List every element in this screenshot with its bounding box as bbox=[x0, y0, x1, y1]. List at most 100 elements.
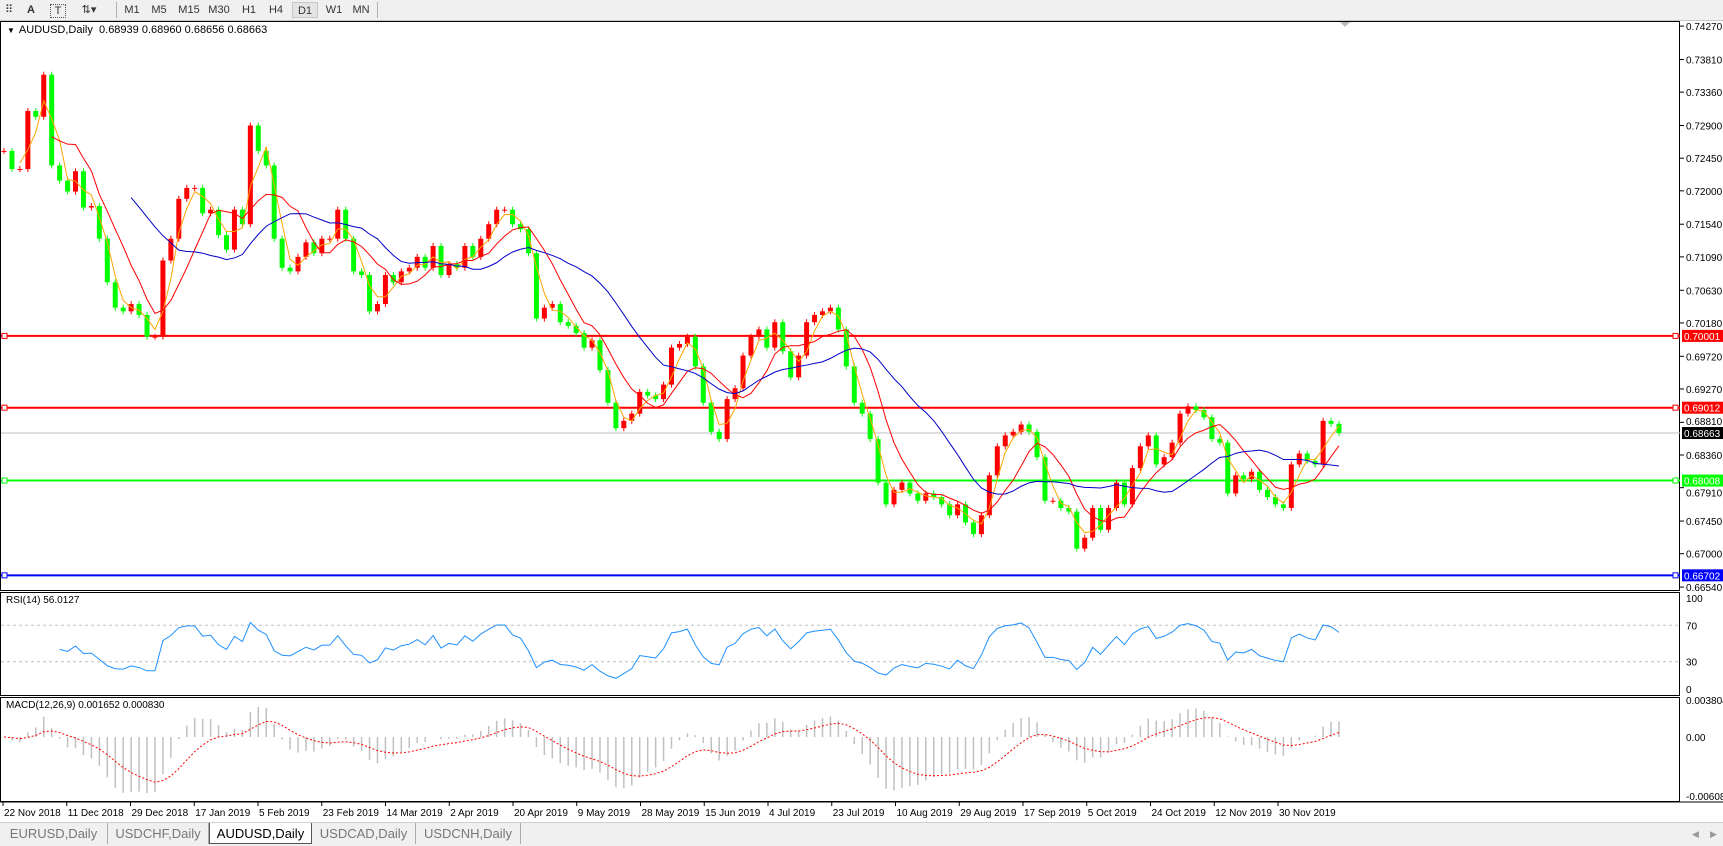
rsi-axis-label: 0 bbox=[1686, 685, 1692, 696]
candle bbox=[740, 355, 746, 389]
timeframe-m5-button[interactable]: M5 bbox=[151, 4, 167, 16]
candle bbox=[1328, 420, 1334, 424]
candle bbox=[486, 224, 492, 239]
chart-shift-marker-icon[interactable] bbox=[1340, 22, 1350, 27]
level-price-label: 0.68008 bbox=[1684, 477, 1721, 488]
level-handle-left bbox=[1, 332, 8, 339]
level-price-label-box bbox=[1682, 569, 1723, 582]
tab-usdcnh[interactable]: USDCNH,Daily bbox=[416, 823, 521, 844]
candle bbox=[1241, 475, 1247, 479]
candle bbox=[239, 209, 245, 225]
candle bbox=[915, 493, 921, 501]
price-axis-label: 0.72450 bbox=[1686, 154, 1723, 165]
candle bbox=[661, 384, 667, 400]
timeframe-m15-button[interactable]: M15 bbox=[178, 4, 200, 16]
candle bbox=[136, 304, 142, 315]
candle bbox=[1233, 475, 1239, 494]
timeframe-m1-button[interactable]: M1 bbox=[124, 4, 140, 16]
tab-usdchf[interactable]: USDCHF,Daily bbox=[108, 823, 209, 844]
candle bbox=[319, 238, 325, 254]
text-tool-icon[interactable]: A bbox=[27, 4, 35, 16]
date-axis-label: 17 Sep 2019 bbox=[1024, 808, 1081, 819]
scroll-left-icon[interactable]: ◀ bbox=[1692, 829, 1699, 839]
level-price-label-box bbox=[1682, 401, 1723, 414]
tab-audusd[interactable]: AUDUSD,Daily bbox=[209, 823, 312, 844]
candle bbox=[255, 125, 261, 151]
timeframe-h1-button[interactable]: H1 bbox=[241, 4, 257, 16]
date-axis-label: 23 Feb 2019 bbox=[323, 808, 380, 819]
date-axis-label: 28 May 2019 bbox=[642, 808, 700, 819]
candle bbox=[637, 391, 643, 414]
macd-signal-line bbox=[3, 717, 1340, 783]
candle bbox=[303, 242, 309, 257]
price-axis-label: 0.73810 bbox=[1686, 55, 1723, 66]
candle bbox=[819, 311, 825, 315]
candle bbox=[1217, 439, 1223, 443]
price-axis-label: 0.70180 bbox=[1686, 319, 1723, 330]
date-axis-label: 2 Apr 2019 bbox=[450, 808, 499, 819]
toolbar-separator bbox=[377, 2, 378, 18]
candle bbox=[708, 402, 714, 432]
candle bbox=[446, 264, 452, 276]
timeframe-mn-button[interactable]: MN bbox=[352, 4, 370, 16]
candle bbox=[1026, 424, 1032, 432]
candle bbox=[931, 493, 937, 498]
candle bbox=[899, 482, 905, 490]
date-axis-label: 11 Dec 2018 bbox=[68, 808, 124, 819]
level-handle-right bbox=[1672, 404, 1679, 411]
price-axis-label: 0.72000 bbox=[1686, 187, 1723, 198]
timeframe-h4-button[interactable]: H4 bbox=[268, 4, 284, 16]
candle bbox=[112, 282, 118, 308]
candle bbox=[367, 275, 373, 312]
date-axis-label: 5 Feb 2019 bbox=[259, 808, 310, 819]
candle bbox=[311, 242, 317, 254]
candle bbox=[883, 482, 889, 505]
timeframe-m30-button[interactable]: M30 bbox=[208, 4, 230, 16]
candle bbox=[1264, 489, 1270, 498]
candle bbox=[494, 209, 500, 225]
level-price-label-box bbox=[1682, 329, 1723, 342]
candle bbox=[351, 238, 357, 272]
candle bbox=[764, 329, 770, 348]
date-axis-label: 22 Nov 2018 bbox=[4, 808, 61, 819]
tab-usdcad[interactable]: USDCAD,Daily bbox=[312, 823, 416, 844]
period-separator-icon[interactable]: ⠿ bbox=[4, 4, 14, 16]
price-axis-label: 0.68810 bbox=[1686, 417, 1723, 428]
candle bbox=[875, 439, 881, 483]
candle bbox=[565, 322, 571, 326]
chart-canvas[interactable]: 0.74270 0.73810 0.73360 0.72900 0.72450 0.720… bbox=[0, 0, 1723, 822]
candle bbox=[104, 238, 110, 283]
candle bbox=[41, 74, 47, 117]
timeframe-d1-button[interactable]: D1 bbox=[292, 2, 318, 18]
macd-axis-label: 0.00 bbox=[1686, 733, 1706, 744]
candle bbox=[923, 493, 929, 501]
candle bbox=[525, 229, 531, 254]
candle bbox=[160, 260, 166, 337]
candle bbox=[1098, 507, 1104, 530]
candle bbox=[970, 522, 976, 535]
candle bbox=[1312, 460, 1318, 465]
candle bbox=[867, 413, 873, 440]
collapse-arrow-icon[interactable]: ▼ bbox=[7, 26, 15, 35]
tab-eurusd[interactable]: EURUSD,Daily bbox=[0, 823, 108, 844]
candle bbox=[88, 206, 94, 208]
rsi-axis-label: 100 bbox=[1686, 594, 1703, 605]
candle bbox=[804, 322, 810, 356]
date-axis-label: 9 May 2019 bbox=[578, 808, 631, 819]
candle bbox=[1034, 431, 1040, 458]
candle bbox=[25, 110, 31, 170]
timeframe-w1-button[interactable]: W1 bbox=[325, 4, 343, 16]
scroll-right-icon[interactable]: ▶ bbox=[1710, 829, 1717, 839]
level-price-label: 0.70001 bbox=[1684, 332, 1721, 343]
date-axis-label: 29 Dec 2018 bbox=[132, 808, 189, 819]
current-price-label: 0.68663 bbox=[1684, 429, 1721, 440]
candle bbox=[573, 325, 579, 334]
candle bbox=[772, 322, 778, 348]
candle bbox=[1145, 435, 1151, 447]
date-axis-label: 15 Jun 2019 bbox=[705, 808, 760, 819]
candle bbox=[510, 209, 516, 225]
text-label-tool-icon[interactable]: T bbox=[50, 4, 66, 18]
arrows-tool-icon[interactable]: ⇅▾ bbox=[81, 4, 97, 16]
candle bbox=[279, 238, 285, 268]
date-axis-label: 24 Oct 2019 bbox=[1152, 808, 1207, 819]
